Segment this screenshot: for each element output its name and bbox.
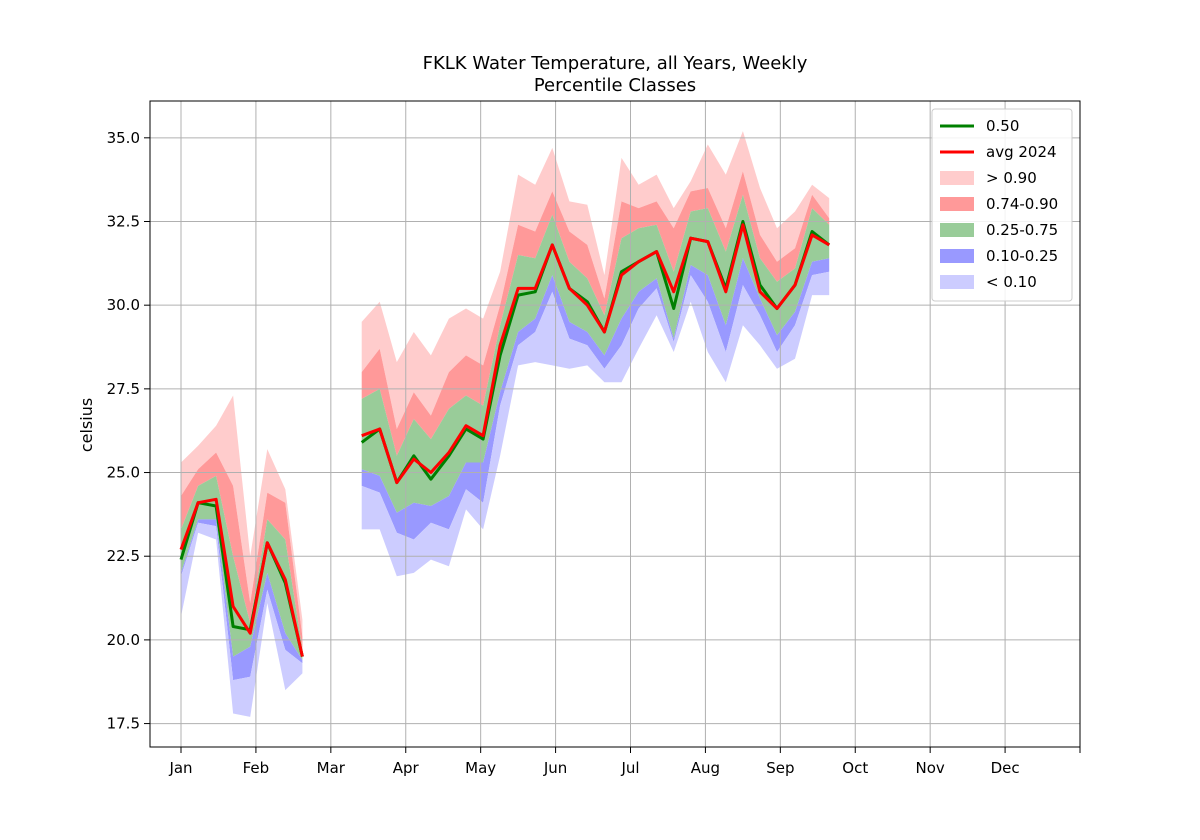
y-tick-label: 35.0 bbox=[107, 129, 140, 147]
x-tick-label: Dec bbox=[991, 759, 1020, 777]
bands-layer bbox=[181, 131, 830, 717]
line-avg-seg-1 bbox=[361, 223, 830, 485]
band-undefined-3-seg-0 bbox=[181, 519, 303, 681]
band-undefined-4-seg-0 bbox=[181, 522, 303, 717]
band-undefined-0-seg-0 bbox=[181, 395, 303, 637]
line-avg-seg-0 bbox=[179, 497, 304, 657]
band-undefined-3-seg-1 bbox=[361, 258, 830, 540]
y-tick-label: 25.0 bbox=[107, 464, 140, 482]
x-tick-label: Jul bbox=[620, 759, 639, 777]
legend-swatch-band-5 bbox=[940, 249, 974, 263]
legend-swatch-band-3 bbox=[940, 197, 974, 211]
legend: 0.50 avg 2024 > 0.90 0.74-0.90 0.25-0.75 0.10… bbox=[931, 108, 1073, 302]
legend-label: 0.74-0.90 bbox=[986, 195, 1058, 213]
legend-label: avg 2024 bbox=[986, 143, 1057, 161]
legend-label: < 0.10 bbox=[986, 273, 1037, 291]
legend-label: 0.50 bbox=[986, 117, 1019, 135]
y-tick-label: 17.5 bbox=[107, 715, 140, 733]
y-tick-label: 32.5 bbox=[107, 212, 140, 230]
y-tick-label: 22.5 bbox=[107, 547, 140, 565]
chart-subtitle: Percentile Classes bbox=[534, 75, 696, 96]
legend-label: 0.25-0.75 bbox=[986, 221, 1058, 239]
x-tick-label: Nov bbox=[916, 759, 945, 777]
y-tick-label: 30.0 bbox=[107, 296, 140, 314]
band-undefined-1-seg-0 bbox=[181, 452, 303, 650]
x-tick-label: Jan bbox=[168, 759, 192, 777]
legend-label: 0.10-0.25 bbox=[986, 247, 1058, 265]
band-undefined-1-seg-1 bbox=[361, 171, 830, 456]
ticks-layer: Jan Feb Mar Apr May Jun Jul Aug Sep Oct Nov Dec 17.5… bbox=[107, 129, 1081, 777]
x-tick-label: Apr bbox=[393, 759, 420, 777]
x-tick-label: Aug bbox=[691, 759, 720, 777]
grid-layer bbox=[150, 101, 1080, 747]
legend-swatch-band-4 bbox=[940, 223, 974, 237]
y-tick-label: 20.0 bbox=[107, 631, 140, 649]
legend-swatch-band-6 bbox=[940, 275, 974, 289]
chart-title: FKLK Water Temperature, all Years, Weekl… bbox=[423, 53, 808, 74]
y-axis-label: celsius bbox=[77, 398, 96, 452]
x-tick-label: May bbox=[465, 759, 496, 777]
x-tick-label: Jun bbox=[543, 759, 567, 777]
lines-layer bbox=[179, 220, 831, 657]
x-tick-label: Oct bbox=[842, 759, 868, 777]
x-tick-label: Sep bbox=[766, 759, 794, 777]
legend-label: > 0.90 bbox=[986, 169, 1037, 187]
legend-swatch-band-2 bbox=[940, 171, 974, 185]
x-tick-label: Feb bbox=[243, 759, 270, 777]
band-undefined-4-seg-1 bbox=[361, 271, 830, 577]
y-tick-label: 27.5 bbox=[107, 380, 140, 398]
plot-frame bbox=[149, 100, 1081, 748]
x-tick-label: Mar bbox=[317, 759, 346, 777]
band-undefined-0-seg-1 bbox=[361, 131, 830, 429]
